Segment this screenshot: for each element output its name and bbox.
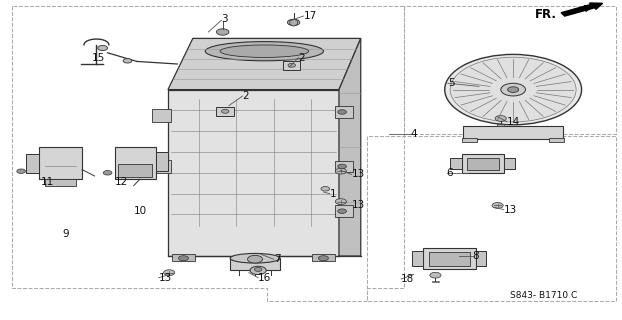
Circle shape bbox=[508, 87, 519, 92]
Circle shape bbox=[492, 203, 503, 208]
Circle shape bbox=[123, 59, 132, 63]
Text: 12: 12 bbox=[115, 177, 128, 188]
Bar bbox=[335, 205, 353, 217]
Circle shape bbox=[450, 57, 576, 122]
Circle shape bbox=[248, 255, 262, 263]
Text: 1: 1 bbox=[330, 188, 337, 199]
Circle shape bbox=[338, 164, 346, 169]
Text: 13: 13 bbox=[351, 200, 364, 210]
Bar bbox=[152, 160, 171, 173]
Bar bbox=[549, 138, 564, 142]
Circle shape bbox=[179, 256, 188, 261]
Text: 2: 2 bbox=[299, 52, 305, 63]
Bar bbox=[497, 124, 504, 126]
Circle shape bbox=[338, 110, 346, 114]
Bar bbox=[283, 61, 300, 70]
Polygon shape bbox=[463, 126, 563, 139]
Bar bbox=[45, 179, 76, 186]
Bar bbox=[216, 107, 234, 116]
Circle shape bbox=[103, 171, 112, 175]
Text: 2: 2 bbox=[243, 91, 249, 101]
Bar bbox=[312, 254, 335, 261]
Bar bbox=[429, 252, 470, 266]
Polygon shape bbox=[476, 251, 486, 266]
Text: 14: 14 bbox=[507, 116, 520, 127]
Polygon shape bbox=[26, 154, 39, 173]
FancyArrow shape bbox=[561, 3, 603, 16]
Bar bbox=[466, 158, 499, 170]
Text: FR.: FR. bbox=[535, 8, 557, 21]
Polygon shape bbox=[462, 154, 504, 173]
Circle shape bbox=[98, 45, 108, 51]
Polygon shape bbox=[156, 152, 168, 171]
Text: 18: 18 bbox=[401, 274, 414, 284]
Circle shape bbox=[254, 268, 262, 271]
Polygon shape bbox=[168, 38, 361, 90]
Bar bbox=[172, 254, 195, 261]
Text: 13: 13 bbox=[159, 273, 172, 283]
Circle shape bbox=[495, 116, 506, 121]
Polygon shape bbox=[39, 147, 82, 179]
Circle shape bbox=[445, 54, 582, 125]
Polygon shape bbox=[423, 248, 476, 269]
Text: 3: 3 bbox=[221, 14, 228, 24]
Polygon shape bbox=[504, 158, 515, 169]
Bar bbox=[432, 281, 439, 282]
Ellipse shape bbox=[220, 45, 309, 58]
Polygon shape bbox=[450, 158, 462, 169]
Text: S843- B1710 C: S843- B1710 C bbox=[510, 292, 577, 300]
Text: 16: 16 bbox=[258, 273, 271, 283]
Circle shape bbox=[318, 256, 328, 261]
Circle shape bbox=[17, 169, 26, 173]
Bar bbox=[118, 164, 152, 177]
Circle shape bbox=[321, 187, 330, 191]
Text: 15: 15 bbox=[92, 52, 105, 63]
Circle shape bbox=[335, 199, 346, 204]
Circle shape bbox=[335, 168, 346, 174]
Ellipse shape bbox=[230, 253, 280, 263]
Bar bbox=[335, 106, 353, 118]
Text: 13: 13 bbox=[504, 204, 517, 215]
Circle shape bbox=[164, 270, 175, 276]
Polygon shape bbox=[168, 90, 339, 256]
Text: 4: 4 bbox=[411, 129, 417, 140]
Bar bbox=[152, 109, 171, 122]
Text: 9: 9 bbox=[62, 228, 69, 239]
Text: 7: 7 bbox=[274, 254, 281, 264]
Bar bbox=[462, 138, 477, 142]
Circle shape bbox=[501, 83, 526, 96]
Text: 11: 11 bbox=[40, 177, 53, 188]
Text: 8: 8 bbox=[473, 251, 480, 261]
Circle shape bbox=[250, 266, 266, 275]
Text: 13: 13 bbox=[351, 169, 364, 180]
Text: 5: 5 bbox=[448, 78, 455, 88]
Ellipse shape bbox=[205, 42, 323, 61]
Bar bbox=[335, 161, 353, 172]
Circle shape bbox=[338, 209, 346, 213]
Polygon shape bbox=[339, 38, 361, 256]
Circle shape bbox=[287, 19, 300, 26]
Polygon shape bbox=[412, 251, 423, 266]
Text: 17: 17 bbox=[304, 11, 317, 21]
Circle shape bbox=[430, 272, 441, 278]
Text: 6: 6 bbox=[447, 168, 453, 178]
Circle shape bbox=[216, 29, 229, 35]
Polygon shape bbox=[230, 258, 280, 270]
Text: 10: 10 bbox=[134, 206, 147, 216]
Polygon shape bbox=[290, 19, 297, 26]
Circle shape bbox=[288, 63, 295, 67]
Circle shape bbox=[221, 109, 229, 113]
Polygon shape bbox=[115, 147, 156, 179]
